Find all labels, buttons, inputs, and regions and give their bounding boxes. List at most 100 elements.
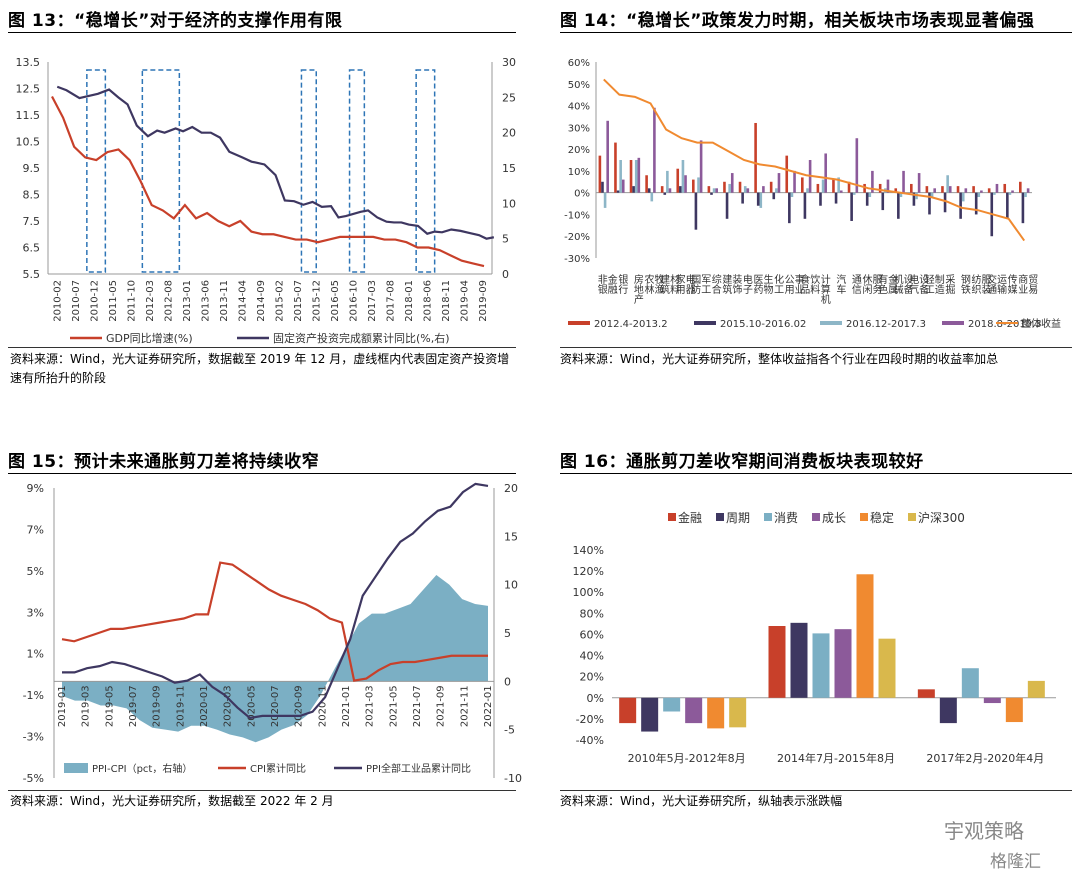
chart13-y2tick-label: 10 — [502, 197, 516, 210]
chart13-xtick-label: 2010-02 — [52, 280, 63, 322]
chart15-xtick-label: 2022-01 — [483, 685, 494, 727]
chart14-category-label: 电气 — [907, 273, 919, 294]
chart16-bar — [878, 638, 896, 698]
chart13-highlight-box — [415, 69, 436, 273]
chart14-bar — [681, 160, 685, 193]
chart13-y2tick-label: 5 — [502, 233, 509, 246]
chart14-category-label: 电器 — [683, 273, 695, 295]
watermark-brand: 格隆汇 — [990, 852, 1041, 872]
chart16-source: 资料来源：Wind，光大证券研究所，纵轴表示涨跌幅 — [560, 794, 843, 808]
chart16-legend-label: 沪深300 — [918, 511, 965, 525]
chart13-y2tick-label: 25 — [502, 91, 516, 104]
chart14-category-label: 军工 — [699, 274, 711, 294]
chart15-cpi-line — [61, 561, 488, 682]
chart16-ytick-label: -20% — [576, 713, 604, 726]
chart14-bar — [621, 179, 625, 193]
chart14-ytick-label: 40% — [568, 102, 590, 113]
chart13-legend-fai: 固定资产投资完成额累计同比(%,右) — [273, 331, 450, 345]
chart16-legend-label: 金融 — [678, 510, 702, 525]
chart14-ytick-label: 30% — [568, 123, 590, 134]
chart14-bar — [946, 175, 949, 193]
chart14-category-label: 装饰 — [730, 273, 742, 295]
chart14-bar — [715, 188, 718, 193]
chart13-ytick-label: 10.5 — [16, 136, 41, 149]
chart14-category-label: 服装 — [979, 274, 991, 295]
chart14-category-label: 化工 — [772, 273, 784, 294]
chart14-bar — [993, 192, 996, 195]
chart14-bar — [790, 192, 794, 198]
chart16-bar — [1027, 680, 1045, 698]
chart14-bar — [756, 192, 760, 206]
chart14-bar — [1026, 188, 1030, 193]
chart16-ytick-label: 60% — [580, 628, 604, 641]
chart14-bar — [1006, 192, 1009, 219]
chart14-category-label: 有色 — [876, 273, 888, 294]
chart16-bar — [1005, 697, 1023, 723]
chart14-legend-swatch — [568, 321, 590, 325]
chart16-bar — [856, 574, 874, 698]
chart14-bar — [598, 155, 602, 193]
chart16-bar — [961, 668, 979, 698]
chart14-bar — [917, 173, 921, 193]
chart14-ytick-label: 10% — [568, 167, 590, 178]
chart14-bar — [1011, 190, 1014, 193]
chart14-category-label: 综合 — [709, 273, 721, 295]
chart14-bar — [777, 173, 781, 193]
chart15-legend-cpi: CPI累计同比 — [250, 762, 306, 775]
chart14-bar — [679, 186, 682, 193]
chart15-xtick-label: 2021-07 — [412, 685, 423, 727]
chart15-title: 图 15：预计未来通胀剪刀差将持续收窄 — [8, 452, 320, 472]
chart14-bar — [710, 192, 713, 195]
chart13-xtick-label: 2017-03 — [367, 280, 378, 322]
chart14-category-label: 商业 — [1016, 273, 1028, 294]
chart14-bar — [601, 181, 604, 193]
chart14-category-label: 家用 — [673, 273, 685, 295]
chart14-bar — [987, 188, 991, 193]
chart14-bar — [902, 170, 905, 193]
chart14-bar — [974, 192, 978, 215]
chart14-bar — [707, 186, 711, 193]
chart14-bar — [754, 122, 757, 193]
chart14-bar — [728, 183, 731, 193]
chart15-xtick-label: 2021-01 — [341, 685, 352, 727]
chart15-legend-ppi: PPI全部工业品累计同比 — [366, 762, 471, 775]
chart16-bar — [663, 697, 681, 712]
chart15-xtick-label: 2021-09 — [436, 685, 447, 727]
chart13-xtick-label: 2014-04 — [237, 280, 248, 322]
chart14-ytick-label: 60% — [568, 58, 590, 69]
chart15-xtick-label: 2019-07 — [128, 685, 139, 727]
chart14-category-label: 交通 — [985, 273, 997, 294]
chart15-xtick-label: 2021-05 — [388, 685, 399, 727]
chart15-ppi-cpi-area — [62, 575, 488, 743]
chart14-category-label: 传媒 — [1005, 274, 1017, 295]
chart14-bar — [933, 188, 936, 193]
chart13-xtick-label: 2017-08 — [385, 280, 396, 322]
chart14-bar — [801, 177, 804, 193]
chart14-bar — [894, 188, 898, 193]
chart14-category-label: 食品 — [798, 273, 810, 295]
chart14-bar — [977, 192, 981, 198]
chart15-ytick-label: 9% — [27, 482, 44, 495]
chart14-legend-label: 整体收益 — [1021, 317, 1061, 330]
watermark-name: 宇观策略 — [944, 819, 1024, 843]
chart15-source: 资料来源：Wind，光大证券研究所，数据截至 2022 年 2 月 — [10, 794, 334, 808]
chart14-bar — [964, 188, 968, 193]
chart13-highlight-box — [86, 69, 107, 273]
chart15-xtick-label: 2021-11 — [459, 685, 470, 727]
chart14-category-label: 制造 — [932, 273, 944, 294]
chart14-svg: 60% 50% 40% 30% 20% 10% 0% -10% -20% -30% 非银 金融 银行 房地… — [564, 58, 1061, 330]
chart14-bar — [788, 192, 791, 224]
chart14-bar — [925, 186, 929, 193]
chart14-bar — [746, 188, 750, 193]
chart14-category-label: 设备 — [917, 274, 929, 295]
chart15-ytick-label: 1% — [27, 648, 44, 661]
chart15-xtick-label: 2019-09 — [152, 685, 163, 727]
chart14-bar — [972, 186, 975, 193]
chart16-bar — [619, 697, 637, 724]
chart13-xtick-label: 2019-09 — [478, 280, 489, 322]
chart13-xtick-label: 2018-06 — [422, 280, 433, 322]
chart14-category-label: 饮料 — [808, 273, 820, 295]
chart14-bar — [803, 192, 807, 219]
chart14-bar — [759, 192, 763, 208]
chart14-category-label: 汽车 — [834, 273, 846, 295]
